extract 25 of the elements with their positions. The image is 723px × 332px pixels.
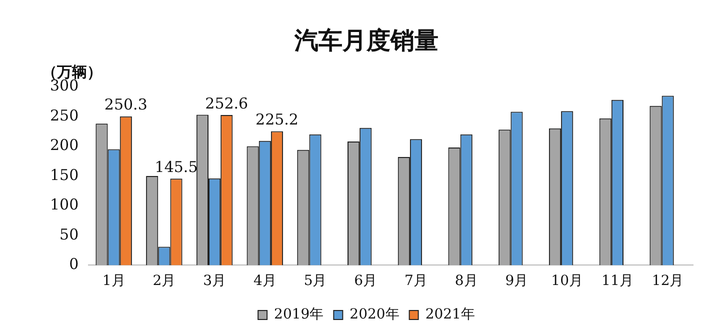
y-tick-label: 50 <box>60 225 79 244</box>
x-tick-label: 2月 <box>152 273 176 290</box>
x-tick-label: 4月 <box>253 273 276 290</box>
x-tick-label: 12月 <box>652 273 684 290</box>
legend-label: 2019年 <box>274 306 324 323</box>
chart-title: 汽车月度销量 <box>294 26 438 55</box>
y-tick-label: 200 <box>50 136 79 154</box>
legend-label: 2020年 <box>350 306 400 323</box>
x-tick-label: 10月 <box>551 273 584 290</box>
y-tick-label: 250 <box>50 106 79 124</box>
x-tick-label: 8月 <box>454 273 478 290</box>
y-tick-label: 0 <box>69 255 79 274</box>
data-label: 252.6 <box>205 94 248 112</box>
x-tick-label: 9月 <box>505 273 528 290</box>
x-tick-label: 1月 <box>102 273 126 290</box>
x-tick-label: 3月 <box>203 273 226 290</box>
x-tick-label: 6月 <box>354 273 378 290</box>
data-label: 225.2 <box>256 110 298 129</box>
y-tick-label: 100 <box>50 196 79 214</box>
x-tick-label: 7月 <box>404 273 428 290</box>
y-tick-label: 150 <box>50 166 79 184</box>
data-label: 250.3 <box>104 96 148 114</box>
x-tick-label: 11月 <box>602 273 634 290</box>
legend-label: 2021年 <box>425 306 475 323</box>
x-tick-label: 5月 <box>304 273 327 290</box>
